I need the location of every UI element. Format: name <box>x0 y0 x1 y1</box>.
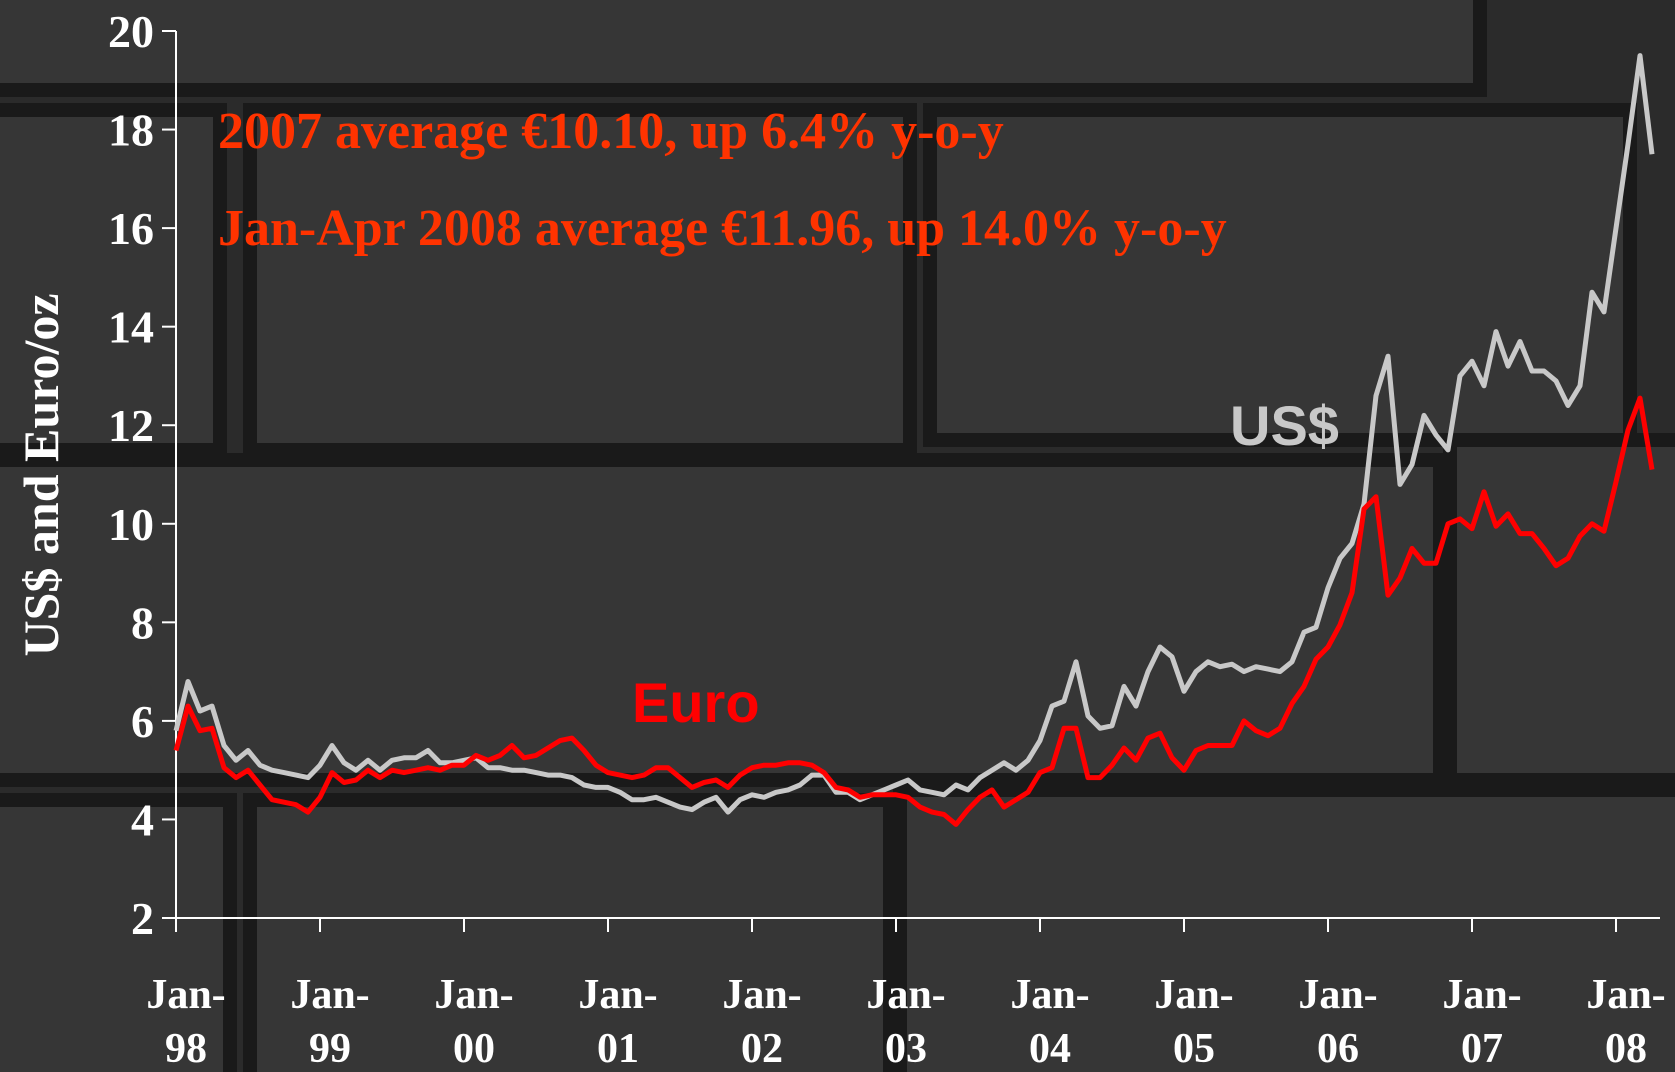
x-tick-label-line: Jan- <box>578 972 657 1018</box>
x-tick-label-line: Jan- <box>434 972 513 1018</box>
annotation: Jan-Apr 2008 average €11.96, up 14.0% y-… <box>218 200 1227 257</box>
y-axis-label: US$ and Euro/oz <box>13 293 69 656</box>
bricks <box>0 0 1675 1072</box>
x-tick-label-line: 03 <box>885 1026 927 1072</box>
x-tick-label-line: 00 <box>453 1026 495 1072</box>
x-tick-label-line: 04 <box>1029 1026 1071 1072</box>
chart: US$ and Euro/oz 2 4 6 8 10 12 14 16 18 20 Jan- 98 Ja… <box>0 0 1675 1072</box>
x-tick-label-line: 08 <box>1605 1026 1647 1072</box>
y-tick-label: 20 <box>108 6 154 57</box>
x-tick-label-line: Jan- <box>1154 972 1233 1018</box>
x-tick-label-line: 98 <box>165 1026 207 1072</box>
y-tick-label: 8 <box>131 597 154 648</box>
x-tick-label-line: 02 <box>741 1026 783 1072</box>
x-tick-label-line: 06 <box>1317 1026 1359 1072</box>
y-tick-label: 10 <box>108 499 154 550</box>
x-tick-label-line: Jan- <box>1298 972 1377 1018</box>
y-tick-label: 6 <box>131 696 154 747</box>
x-tick-label-line: Jan- <box>1586 972 1665 1018</box>
x-tick-label-line: 01 <box>597 1026 639 1072</box>
y-tick-label: 18 <box>108 105 154 156</box>
y-tick-label: 4 <box>131 794 154 845</box>
page: US$ and Euro/oz 2 4 6 8 10 12 14 16 18 20 Jan- 98 Ja… <box>0 0 1675 1072</box>
y-tick-label: 2 <box>131 893 154 944</box>
annotation: 2007 average €10.10, up 6.4% y-o-y <box>218 103 1004 160</box>
x-tick-label-line: Jan- <box>1442 972 1521 1018</box>
y-tick-label: 14 <box>108 302 154 353</box>
x-tick-label-line: Jan- <box>722 972 801 1018</box>
x-tick-label-line: 07 <box>1461 1026 1503 1072</box>
x-tick-label-line: Jan- <box>1010 972 1089 1018</box>
x-tick-label-line: Jan- <box>290 972 369 1018</box>
series-label: Euro <box>632 671 760 734</box>
x-tick-label-line: 05 <box>1173 1026 1215 1072</box>
x-tick-label-line: Jan- <box>866 972 945 1018</box>
y-tick-label: 16 <box>108 203 154 254</box>
x-tick-label-line: 99 <box>309 1026 351 1072</box>
y-tick-label: 12 <box>108 400 154 451</box>
series-label: US$ <box>1230 394 1339 457</box>
x-tick-label-line: Jan- <box>146 972 225 1018</box>
